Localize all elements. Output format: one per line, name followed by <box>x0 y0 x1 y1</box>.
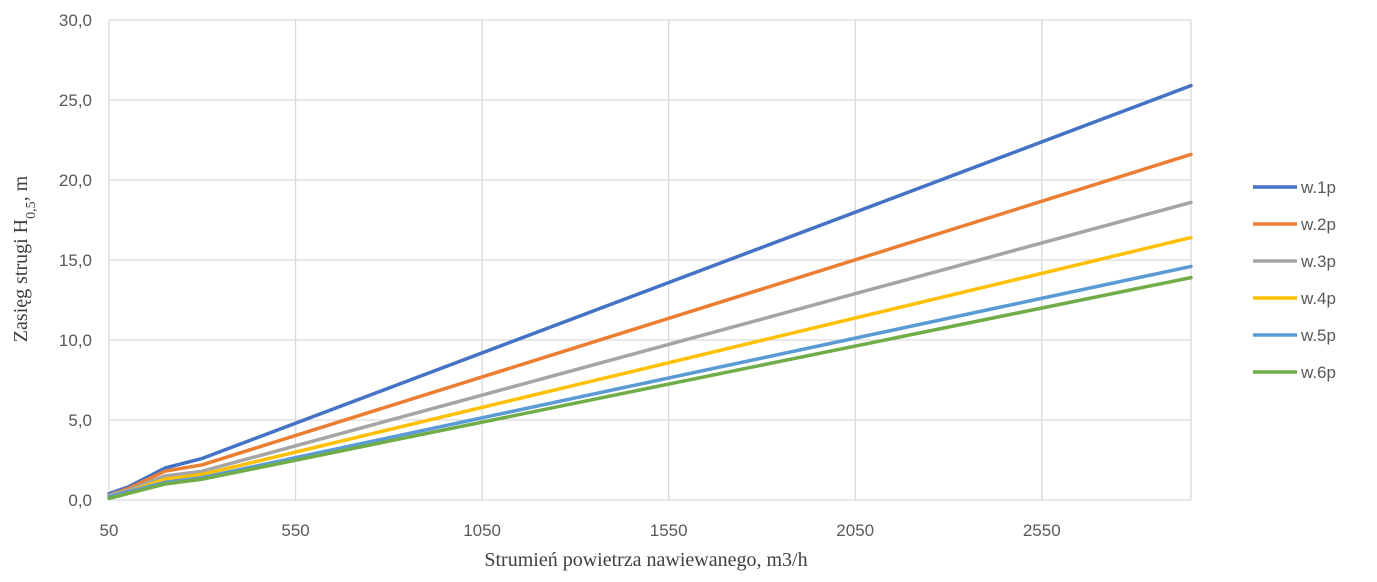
legend: w.1p w.2p w.3p w.4p w.5p w.6p <box>1253 178 1336 382</box>
y-tick-label: 20,0 <box>59 171 92 190</box>
series-line-w4p <box>107 235 1193 499</box>
x-axis-ticks: 50 550 1050 1550 2050 2550 <box>100 521 1061 540</box>
legend-label: w.2p <box>1300 215 1336 234</box>
x-tick-label: 1550 <box>650 521 688 540</box>
y-axis-title: Zasięg strugi H0,5, m <box>10 175 39 342</box>
y-axis-title-suffix: , m <box>10 175 32 201</box>
y-axis-ticks: 0,0 5,0 10,0 15,0 20,0 25,0 30,0 <box>59 11 92 510</box>
legend-label: w.5p <box>1300 326 1336 345</box>
x-tick-label: 2050 <box>836 521 874 540</box>
x-tick-label: 2550 <box>1023 521 1061 540</box>
series-lines <box>107 83 1193 501</box>
series-line-w6p <box>107 275 1193 501</box>
x-tick-label: 1050 <box>463 521 501 540</box>
grid-lines <box>108 19 1192 501</box>
series-line-w5p <box>107 264 1193 499</box>
y-axis-title-subscript: 0,5 <box>24 201 39 219</box>
y-tick-label: 25,0 <box>59 91 92 110</box>
y-tick-label: 0,0 <box>68 491 92 510</box>
x-tick-label: 550 <box>281 521 309 540</box>
x-tick-label: 50 <box>100 521 119 540</box>
y-tick-label: 10,0 <box>59 331 92 350</box>
legend-label: w.6p <box>1300 363 1336 382</box>
y-tick-label: 30,0 <box>59 11 92 30</box>
x-axis-title: Strumień powietrza nawiewanego, m3/h <box>484 549 807 571</box>
legend-label: w.1p <box>1300 178 1336 197</box>
series-line-w2p <box>107 152 1193 497</box>
series-line-w1p <box>107 83 1193 496</box>
y-tick-label: 5,0 <box>68 411 92 430</box>
legend-label: w.4p <box>1300 289 1336 308</box>
y-tick-label: 15,0 <box>59 251 92 270</box>
y-axis-title-main: Zasięg strugi H <box>10 219 32 342</box>
legend-label: w.3p <box>1300 252 1336 271</box>
series-line-w3p <box>107 200 1193 497</box>
